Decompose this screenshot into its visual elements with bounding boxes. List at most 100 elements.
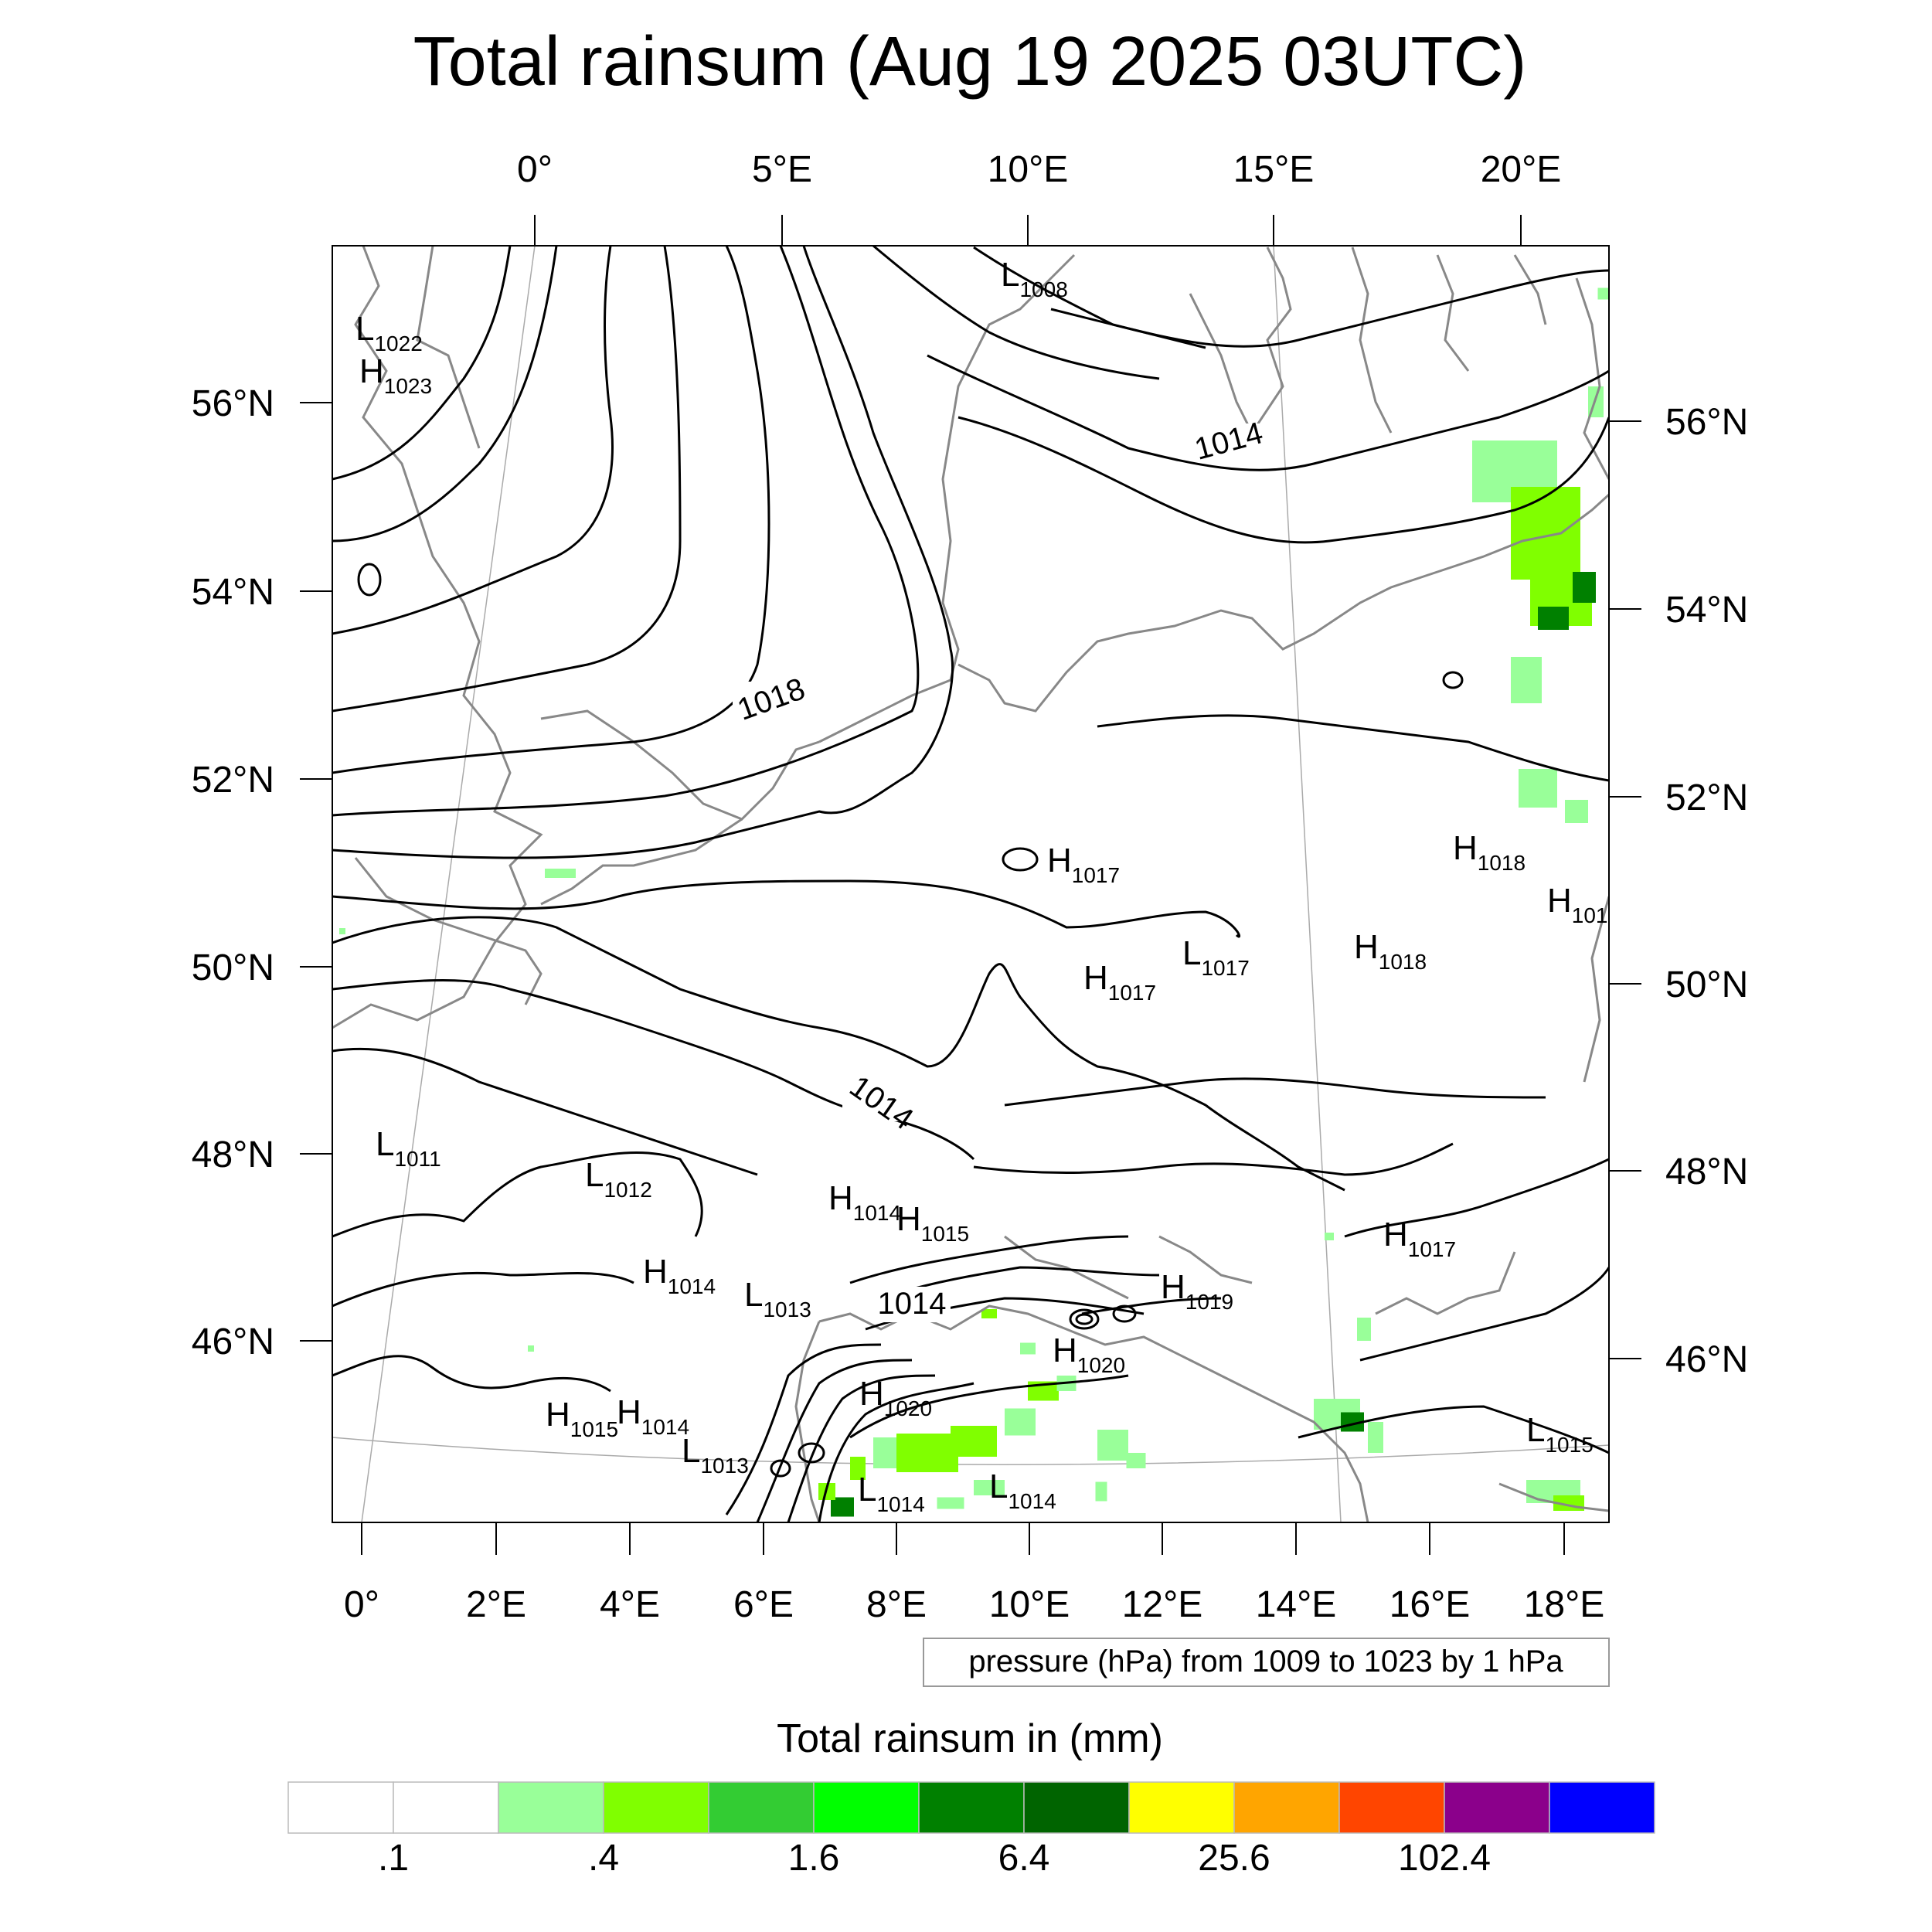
pressure-center-label: H1017	[1383, 1216, 1456, 1261]
pressure-center-label: L1015	[1526, 1411, 1594, 1457]
bottom-lon-label: 0°	[344, 1584, 379, 1625]
pressure-center-label: H1023	[359, 352, 432, 398]
precipitation-layer	[339, 287, 1609, 1517]
rain-cell	[937, 1497, 964, 1509]
top-lon-label: 0°	[517, 149, 553, 190]
colorbar-title: Total rainsum in (mm)	[777, 1716, 1163, 1761]
rain-cell	[1368, 1422, 1383, 1453]
pressure-center-label: H1014	[617, 1393, 689, 1439]
right-latitude-labels: 56°N 54°N 52°N 50°N 48°N 46°N	[1665, 402, 1748, 1380]
bottom-lon-label: 18°E	[1524, 1584, 1605, 1625]
right-lat-label: 56°N	[1665, 402, 1748, 443]
rain-cell	[1519, 769, 1557, 808]
top-lon-label: 20°E	[1481, 149, 1562, 190]
top-lon-label: 5°E	[752, 149, 812, 190]
pressure-center-label: H1018	[1453, 829, 1526, 875]
map-title: Total rainsum (Aug 19 2025 03UTC)	[413, 23, 1527, 100]
colorbar-swatch	[498, 1781, 604, 1834]
bottom-lon-label: 16°E	[1389, 1584, 1471, 1625]
bottom-lon-label: 6°E	[733, 1584, 794, 1625]
pressure-centers: L1022 H1023 L1008 H1017 H1018 H101 L1017…	[355, 256, 1608, 1516]
rain-cell	[896, 1434, 958, 1472]
rain-cell	[1573, 572, 1596, 603]
bottom-lon-label: 10°E	[989, 1584, 1070, 1625]
colorbar-swatch	[1549, 1781, 1655, 1834]
pressure-center-label: H1015	[546, 1396, 618, 1441]
bottom-lon-label: 14°E	[1256, 1584, 1337, 1625]
left-lat-label: 50°N	[192, 947, 274, 988]
rain-cell	[1126, 1453, 1146, 1468]
left-lat-label: 56°N	[192, 383, 274, 424]
top-lon-label: 10°E	[988, 149, 1069, 190]
pressure-center-label: L1011	[376, 1125, 441, 1171]
top-longitude-labels: 0° 5°E 10°E 15°E 20°E	[517, 149, 1561, 190]
rain-cell	[1357, 1318, 1371, 1341]
pressure-center-label: H1020	[1053, 1332, 1125, 1377]
isobar-label: 1014	[878, 1287, 947, 1321]
bottom-lon-label: 12°E	[1122, 1584, 1203, 1625]
colorbar-swatch	[287, 1781, 394, 1834]
coastlines	[332, 246, 1609, 1522]
pressure-center-label: L1013	[744, 1276, 811, 1321]
pressure-center-label: L1017	[1182, 934, 1250, 980]
left-lat-label: 52°N	[192, 760, 274, 801]
colorbar-tick-label: 102.4	[1398, 1838, 1491, 1879]
rain-cell	[850, 1457, 866, 1480]
pressure-center-label: H1020	[859, 1375, 932, 1420]
colorbar-tick-label: 1.6	[788, 1838, 840, 1879]
pressure-center-label: H1018	[1354, 928, 1427, 974]
rain-cell	[974, 1480, 1005, 1495]
pressure-center-label: L1008	[1001, 256, 1068, 301]
contour-info-box: pressure (hPa) from 1009 to 1023 by 1 hP…	[923, 1638, 1610, 1687]
rain-cell	[545, 869, 576, 878]
colorbar-swatch	[393, 1781, 499, 1834]
right-lat-label: 46°N	[1665, 1339, 1748, 1380]
right-lat-label: 52°N	[1665, 777, 1748, 818]
pressure-center-label: H1017	[1047, 842, 1120, 887]
pressure-center-label: H1017	[1083, 959, 1156, 1005]
colorbar-tick-label: 6.4	[998, 1838, 1050, 1879]
rain-cell	[981, 1309, 997, 1318]
right-lat-label: 48°N	[1665, 1151, 1748, 1192]
rain-cell	[1565, 800, 1588, 823]
colorbar-tick-labels: .1 .4 1.6 6.4 25.6 102.4	[378, 1838, 1491, 1879]
rain-cell	[1005, 1408, 1036, 1436]
left-lat-label: 46°N	[192, 1321, 274, 1362]
rain-cell	[1538, 607, 1569, 630]
left-lat-label: 54°N	[192, 572, 274, 613]
contour-info-text: pressure (hPa) from 1009 to 1023 by 1 hP…	[968, 1645, 1563, 1679]
pressure-center-label: L1012	[585, 1156, 652, 1202]
rain-cell	[339, 928, 345, 934]
pressure-center-label: H1014	[828, 1179, 901, 1225]
left-ticks	[300, 402, 332, 1342]
rain-cell	[1511, 487, 1580, 580]
left-lat-label: 48°N	[192, 1134, 274, 1175]
rain-cell	[1020, 1342, 1036, 1355]
colorbar-swatch	[708, 1781, 815, 1834]
rain-cell	[831, 1497, 854, 1517]
map-plot-area: 1018 1014 1014 1014 L1022 H1023 L1008 H1…	[332, 246, 1609, 1522]
colorbar-swatch	[1233, 1781, 1340, 1834]
colorbar-swatch	[1444, 1781, 1550, 1834]
bottom-lon-label: 8°E	[866, 1584, 927, 1625]
pressure-center-label: H1019	[1161, 1268, 1233, 1314]
isobar-labels: 1018 1014 1014 1014	[733, 416, 1267, 1322]
bottom-lon-label: 4°E	[600, 1584, 660, 1625]
closed-contours	[357, 563, 1464, 1478]
colorbar-swatch	[603, 1781, 709, 1834]
colorbar	[287, 1781, 1655, 1834]
bottom-lon-label: 2°E	[466, 1584, 526, 1625]
left-latitude-labels: 56°N 54°N 52°N 50°N 48°N 46°N	[192, 383, 274, 1362]
pressure-center-label: H1014	[643, 1253, 716, 1298]
colorbar-tick-label: 25.6	[1198, 1838, 1270, 1879]
rain-cell	[1325, 1233, 1334, 1240]
top-lon-label: 15°E	[1233, 149, 1315, 190]
pressure-center-label: H1015	[896, 1200, 969, 1246]
right-ticks	[1609, 420, 1641, 1359]
rain-cell	[1097, 1430, 1128, 1461]
pressure-center-label: H101	[1547, 882, 1608, 927]
colorbar-tick-label: .1	[378, 1838, 409, 1879]
colorbar-swatch	[813, 1781, 920, 1834]
colorbar-swatch	[918, 1781, 1025, 1834]
